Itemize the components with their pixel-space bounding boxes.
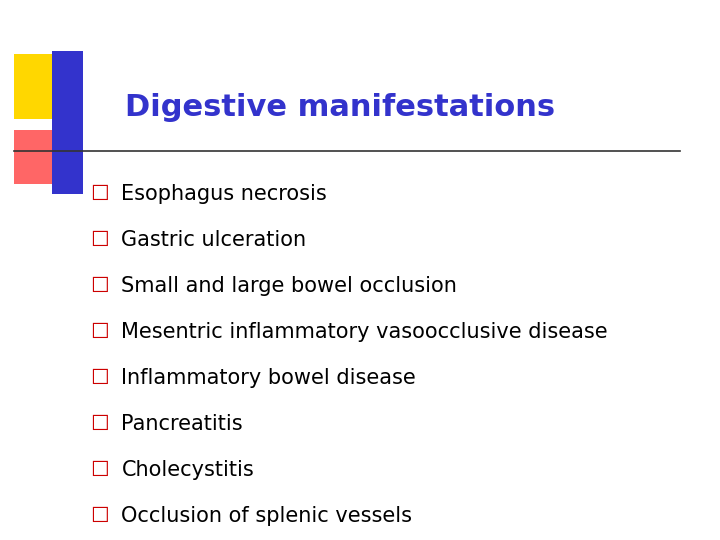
Text: Mesentric inflammatory vasoocclusive disease: Mesentric inflammatory vasoocclusive dis… [122, 322, 608, 342]
Text: ☐: ☐ [90, 322, 109, 342]
FancyBboxPatch shape [52, 51, 84, 194]
Text: Small and large bowel occlusion: Small and large bowel occlusion [122, 276, 457, 296]
Text: ☐: ☐ [90, 184, 109, 205]
Text: ☐: ☐ [90, 460, 109, 480]
Text: ☐: ☐ [90, 230, 109, 251]
Text: Occlusion of splenic vessels: Occlusion of splenic vessels [122, 505, 413, 526]
Text: Pancreatitis: Pancreatitis [122, 414, 243, 434]
Text: ☐: ☐ [90, 276, 109, 296]
Text: ☐: ☐ [90, 414, 109, 434]
Text: ☐: ☐ [90, 505, 109, 526]
Text: Cholecystitis: Cholecystitis [122, 460, 254, 480]
Text: Esophagus necrosis: Esophagus necrosis [122, 184, 327, 205]
Text: Gastric ulceration: Gastric ulceration [122, 230, 307, 251]
Text: Inflammatory bowel disease: Inflammatory bowel disease [122, 368, 416, 388]
FancyBboxPatch shape [14, 130, 59, 184]
Text: ☐: ☐ [90, 368, 109, 388]
Text: Digestive manifestations: Digestive manifestations [125, 93, 555, 123]
FancyBboxPatch shape [14, 54, 69, 119]
